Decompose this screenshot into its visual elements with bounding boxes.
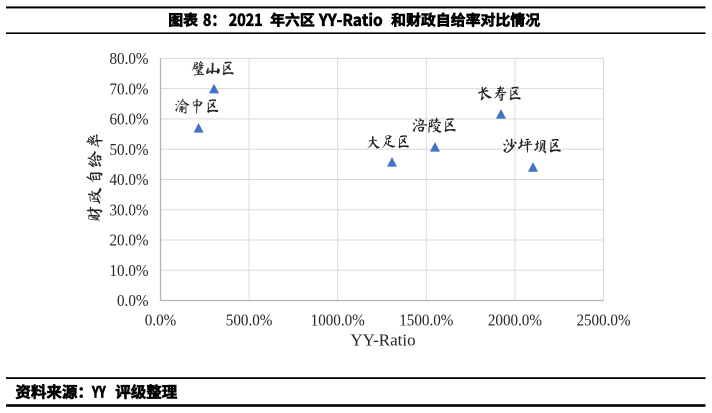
svg-text:10.0%: 10.0%: [110, 261, 149, 280]
svg-text:70.0%: 70.0%: [110, 79, 149, 98]
svg-text:2500.0%: 2500.0%: [576, 310, 630, 329]
svg-text:500.0%: 500.0%: [226, 310, 273, 329]
svg-text:30.0%: 30.0%: [110, 200, 149, 219]
svg-text:50.0%: 50.0%: [110, 140, 149, 159]
svg-text:0.0%: 0.0%: [145, 310, 177, 329]
svg-text:0.0%: 0.0%: [117, 291, 149, 310]
svg-text:20.0%: 20.0%: [110, 231, 149, 250]
svg-text:YY-Ratio: YY-Ratio: [350, 331, 415, 350]
svg-text:2000.0%: 2000.0%: [488, 310, 542, 329]
svg-text:40.0%: 40.0%: [110, 170, 149, 189]
svg-text:1500.0%: 1500.0%: [399, 310, 453, 329]
svg-text:1000.0%: 1000.0%: [311, 310, 365, 329]
svg-text:80.0%: 80.0%: [110, 49, 149, 68]
svg-text:60.0%: 60.0%: [110, 110, 149, 129]
